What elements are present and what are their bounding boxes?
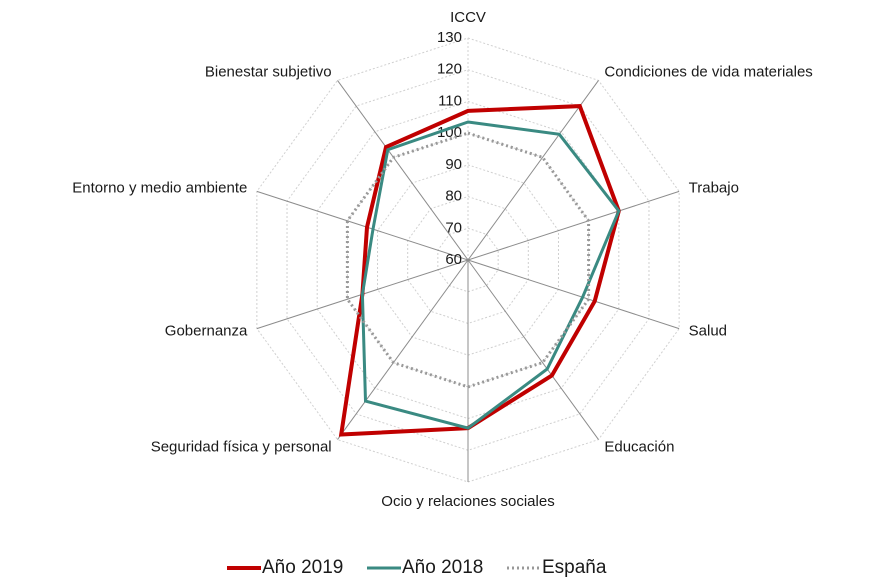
category-label: Trabajo xyxy=(689,179,739,196)
r-tick-label: 80 xyxy=(445,188,462,205)
legend-label: Año 2019 xyxy=(262,557,343,578)
spoke xyxy=(256,190,469,261)
spoke xyxy=(467,259,680,330)
r-tick-label: 130 xyxy=(437,29,462,46)
category-label: Entorno y medio ambiente xyxy=(72,179,247,196)
category-label: Seguridad física y personal xyxy=(151,439,332,456)
category-label: Salud xyxy=(689,323,727,340)
r-tick-label: 90 xyxy=(445,156,462,173)
spoke xyxy=(467,259,599,440)
spoke xyxy=(337,259,469,440)
category-label: Condiciones de vida materiales xyxy=(604,63,812,80)
grid-ring xyxy=(256,37,680,483)
legend-label: España xyxy=(542,557,607,578)
legend-label: Año 2018 xyxy=(402,557,483,578)
spoke xyxy=(467,190,680,261)
r-tick-label: 60 xyxy=(445,251,462,268)
category-label: Gobernanza xyxy=(165,323,248,340)
category-label: ICCV xyxy=(450,9,486,26)
grid-ring xyxy=(437,227,499,293)
r-tick-label: 110 xyxy=(438,92,462,109)
r-tick-label: 70 xyxy=(445,219,462,236)
series-line xyxy=(345,131,591,389)
spoke xyxy=(467,80,599,261)
grid-ring xyxy=(316,100,620,420)
spoke xyxy=(337,80,469,261)
r-tick-label: 120 xyxy=(437,61,462,78)
series-line xyxy=(360,120,621,430)
category-label: Ocio y relaciones sociales xyxy=(381,493,554,510)
category-label: Bienestar subjetivo xyxy=(205,63,332,80)
category-label: Educación xyxy=(604,439,674,456)
